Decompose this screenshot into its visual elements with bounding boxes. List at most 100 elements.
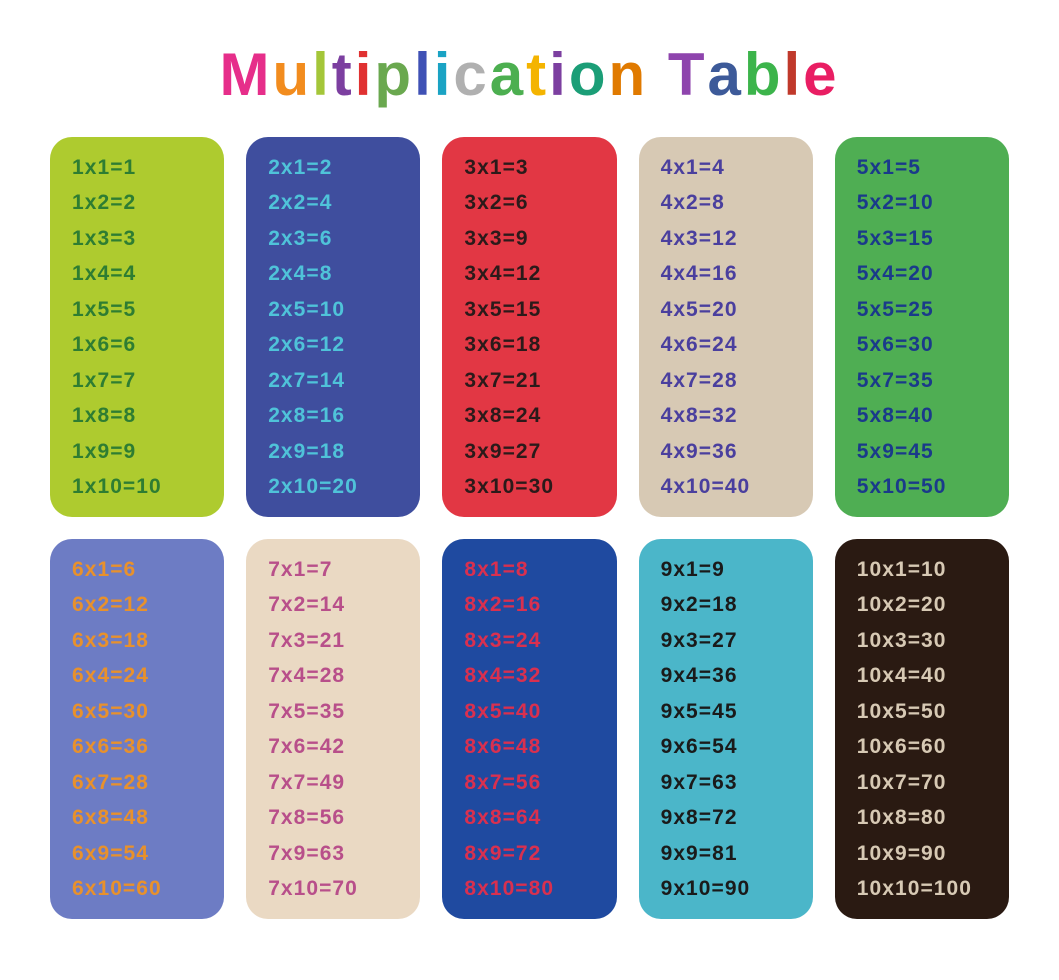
equation-row: 4x7=28 [661,370,795,391]
equation-row: 2x2=4 [268,192,402,213]
times-table-card-8: 8x1=88x2=168x3=248x4=328x5=408x6=488x7=5… [442,539,616,919]
equation-row: 3x2=6 [464,192,598,213]
equation-row: 5x3=15 [857,228,991,249]
equation-row: 7x10=70 [268,878,402,899]
equation-row: 2x9=18 [268,441,402,462]
title-letter: a [490,40,526,109]
equation-row: 3x4=12 [464,263,598,284]
equation-row: 8x5=40 [464,701,598,722]
title-letter: u [272,40,312,109]
times-table-card-9: 9x1=99x2=189x3=279x4=369x5=459x6=549x7=6… [639,539,813,919]
equation-row: 1x10=10 [72,476,206,497]
equation-row: 1x4=4 [72,263,206,284]
equation-row: 2x3=6 [268,228,402,249]
equation-row: 8x9=72 [464,843,598,864]
equation-row: 2x1=2 [268,157,402,178]
equation-row: 7x3=21 [268,630,402,651]
equation-row: 9x3=27 [661,630,795,651]
equation-row: 9x5=45 [661,701,795,722]
equation-row: 9x4=36 [661,665,795,686]
title-letter: t [526,40,549,109]
equation-row: 5x2=10 [857,192,991,213]
equation-row: 8x3=24 [464,630,598,651]
equation-row: 10x4=40 [857,665,991,686]
equation-row: 10x3=30 [857,630,991,651]
times-table-card-7: 7x1=77x2=147x3=217x4=287x5=357x6=427x7=4… [246,539,420,919]
equation-row: 4x5=20 [661,299,795,320]
equation-row: 1x6=6 [72,334,206,355]
equation-row: 5x5=25 [857,299,991,320]
equation-row: 3x7=21 [464,370,598,391]
title-letter: l [312,40,332,109]
equation-row: 1x8=8 [72,405,206,426]
equation-row: 4x9=36 [661,441,795,462]
equation-row: 5x4=20 [857,263,991,284]
equation-row: 10x5=50 [857,701,991,722]
equation-row: 3x6=18 [464,334,598,355]
title-letter: c [453,40,489,109]
equation-row: 6x7=28 [72,772,206,793]
equation-row: 3x1=3 [464,157,598,178]
equation-row: 7x2=14 [268,594,402,615]
equation-row: 2x5=10 [268,299,402,320]
title-letter: b [744,40,784,109]
equation-row: 10x7=70 [857,772,991,793]
title-letter: M [219,40,272,109]
equation-row: 2x8=16 [268,405,402,426]
title-letter: e [803,40,839,109]
equation-row: 6x9=54 [72,843,206,864]
equation-row: 6x8=48 [72,807,206,828]
title-letter: a [707,40,743,109]
equation-row: 6x5=30 [72,701,206,722]
equation-row: 9x6=54 [661,736,795,757]
equation-row: 3x9=27 [464,441,598,462]
equation-row: 9x9=81 [661,843,795,864]
equation-row: 5x1=5 [857,157,991,178]
times-table-card-1: 1x1=11x2=21x3=31x4=41x5=51x6=61x7=71x8=8… [50,137,224,517]
equation-row: 10x6=60 [857,736,991,757]
equation-row: 8x7=56 [464,772,598,793]
title-letter: i [434,40,454,109]
equation-row: 10x9=90 [857,843,991,864]
equation-row: 10x8=80 [857,807,991,828]
title-letter [648,40,668,109]
times-table-card-3: 3x1=33x2=63x3=93x4=123x5=153x6=183x7=213… [442,137,616,517]
equation-row: 1x3=3 [72,228,206,249]
equation-row: 2x7=14 [268,370,402,391]
equation-row: 4x2=8 [661,192,795,213]
title-letter: p [374,40,414,109]
equation-row: 8x1=8 [464,559,598,580]
equation-row: 10x1=10 [857,559,991,580]
times-table-card-4: 4x1=44x2=84x3=124x4=164x5=204x6=244x7=28… [639,137,813,517]
equation-row: 4x8=32 [661,405,795,426]
equation-row: 7x8=56 [268,807,402,828]
equation-row: 7x6=42 [268,736,402,757]
equation-row: 2x4=8 [268,263,402,284]
equation-row: 8x6=48 [464,736,598,757]
times-table-card-10: 10x1=1010x2=2010x3=3010x4=4010x5=5010x6=… [835,539,1009,919]
title-letter: o [569,40,609,109]
equation-row: 4x1=4 [661,157,795,178]
equation-row: 9x1=9 [661,559,795,580]
equation-row: 1x2=2 [72,192,206,213]
equation-row: 3x10=30 [464,476,598,497]
title-letter: i [355,40,375,109]
equation-row: 4x4=16 [661,263,795,284]
equation-row: 9x10=90 [661,878,795,899]
equation-row: 9x8=72 [661,807,795,828]
equation-row: 7x4=28 [268,665,402,686]
equation-row: 7x7=49 [268,772,402,793]
equation-row: 3x8=24 [464,405,598,426]
equation-row: 7x5=35 [268,701,402,722]
page-title: Multiplication Table [50,40,1009,109]
times-table-card-5: 5x1=55x2=105x3=155x4=205x5=255x6=305x7=3… [835,137,1009,517]
equation-row: 7x9=63 [268,843,402,864]
equation-row: 6x1=6 [72,559,206,580]
equation-row: 8x2=16 [464,594,598,615]
times-table-card-6: 6x1=66x2=126x3=186x4=246x5=306x6=366x7=2… [50,539,224,919]
equation-row: 1x1=1 [72,157,206,178]
title-letter: n [608,40,648,109]
equation-row: 6x10=60 [72,878,206,899]
equation-row: 8x10=80 [464,878,598,899]
title-letter: i [549,40,569,109]
